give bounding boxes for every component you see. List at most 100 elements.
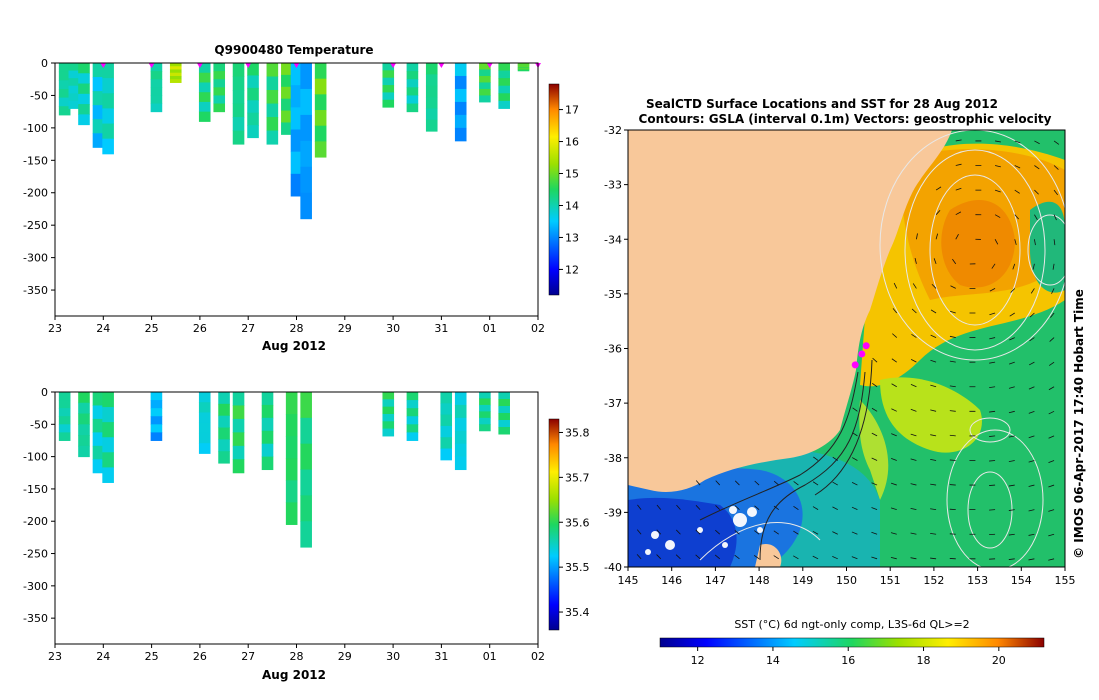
velocity-vector [1048,558,1055,561]
velocity-vector [832,506,838,510]
profile-cell [232,76,245,91]
profile-cell [454,430,467,445]
profile-cell [218,392,230,405]
profile-cell [102,108,114,125]
velocity-vector [1028,484,1035,487]
profile-cell [425,74,438,87]
profile-cell [454,101,467,116]
velocity-vector [910,483,917,486]
profile-cell [498,420,510,428]
profile-cell [150,63,163,72]
colorbar-tick-label: 35.6 [565,516,590,529]
profile-cell [479,69,491,77]
profile-cell [300,495,312,522]
velocity-vector [754,530,760,535]
velocity-vector [1053,165,1059,170]
profile-cell [517,69,530,72]
profile-cell [78,83,90,95]
profile-cell [406,79,419,88]
profile-cell [382,428,395,437]
velocity-vector [734,480,740,486]
velocity-vector [1030,288,1035,294]
profile-cell [169,66,182,70]
temperature-colorbar [548,83,560,296]
profile-cell [58,432,71,441]
profile-cell [266,130,279,145]
profile-cell [58,416,71,425]
profile-cell [78,424,90,436]
profile-cell [406,392,419,401]
velocity-vector [793,530,799,535]
profile-cell [290,85,303,108]
profile-cell [247,100,259,114]
profile-cell [454,127,467,142]
x-tick-label: 25 [145,322,159,335]
velocity-vector [812,530,819,535]
profile-cell [247,112,259,126]
profile-cell [150,79,163,88]
profile-cell [102,407,114,423]
surface-marker [148,63,155,68]
velocity-vector [871,531,878,535]
velocity-vector [910,359,917,363]
profile-cell [78,413,90,425]
profile-cell [78,402,90,415]
x-tick-label: 26 [193,322,207,335]
velocity-vector [832,481,838,486]
velocity-vector [910,433,917,437]
profile-cell [247,125,259,139]
sst-field [628,130,1065,567]
velocity-vector [1049,337,1055,342]
profile-cell [479,404,491,412]
profile-cell [92,392,105,406]
seal-location [851,361,859,369]
profile-cell [198,92,211,103]
profile-cell [266,103,279,118]
velocity-vector [989,312,996,316]
profile-cell [285,480,298,503]
profile-cell [479,398,491,406]
velocity-vector [812,481,819,486]
sst-colorbar-label: SST (°C) 6d ngt-only comp, L3S-6d QL>=2 [734,618,969,631]
profile-cell [314,110,327,127]
velocity-vector [832,531,838,535]
velocity-vector [890,556,897,560]
profile-cell [58,400,71,409]
profile-cell [479,88,491,96]
velocity-vector [872,357,878,363]
velocity-vector [955,211,962,216]
profile-cell [266,76,279,91]
salinity-x-ticks: 23 24 25 26 27 28 29 30 31 01 02 [48,644,545,663]
profile-cell [169,63,182,67]
profile-cell [261,417,274,432]
profile-cell [232,103,245,118]
profile-cell [198,72,211,83]
velocity-vector [1052,263,1055,270]
profile-cell [102,452,114,468]
profile-cell [102,437,114,453]
salinity-colorbar-ticks: 35.4 35.5 35.6 35.7 35.8 [559,426,590,619]
profile-cell [406,95,419,105]
velocity-vector [890,507,897,511]
profile-cell [102,467,114,483]
surface-marker [245,63,252,68]
profile-cell [454,63,467,77]
temperature-xlabel: Aug 2012 [262,339,326,353]
salinity-colorbar [548,418,560,631]
profile-cell [425,97,438,109]
profile-cell [281,86,293,100]
velocity-vector [1009,337,1015,341]
profile-cell [517,64,530,67]
profile-cell [78,93,90,105]
velocity-vector [1028,361,1035,366]
profile-cell [232,405,245,420]
velocity-vector [813,456,819,461]
profile-cell [232,432,245,447]
sst-colorbar-tick-label: 14 [766,654,780,667]
velocity-vector [871,556,878,560]
lon-tick-label: 152 [923,574,944,587]
profile-cell [169,75,182,80]
velocity-vector [734,554,740,560]
profile-cell [150,416,163,425]
profile-cell [454,443,467,458]
